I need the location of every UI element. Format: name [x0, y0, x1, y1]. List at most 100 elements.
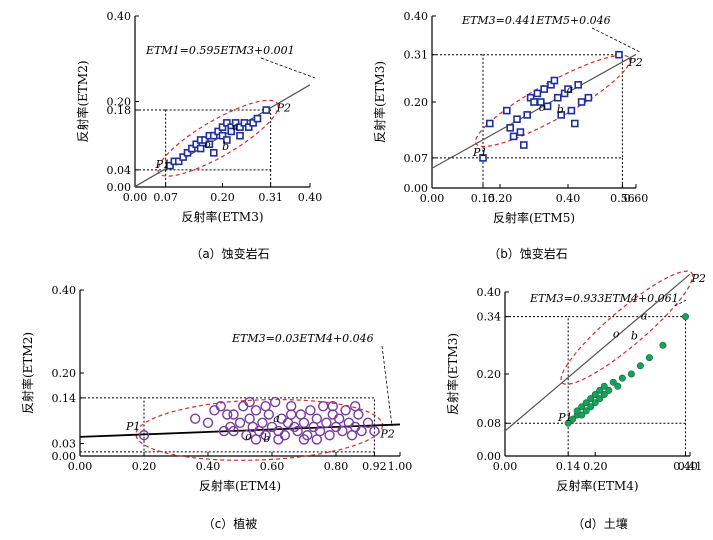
x-tick-label: 0.31 — [258, 191, 283, 204]
data-point — [609, 378, 617, 386]
equation-leader — [674, 299, 687, 307]
data-point — [659, 341, 667, 349]
equation-leader — [260, 57, 316, 79]
chart-c: 0.00 0.20 0.40 0.60 0.80 0.92 1.000.000.030.14… — [20, 284, 412, 531]
data-point — [550, 76, 559, 85]
data-point — [260, 401, 271, 412]
data-point — [209, 149, 218, 157]
data-point — [215, 401, 227, 412]
y-tick-label: 0.20 — [52, 367, 77, 380]
data-point — [318, 401, 329, 412]
y-axis-label: 反射率(ETM3) — [445, 333, 460, 415]
data-point — [236, 123, 244, 131]
data-point — [196, 144, 205, 153]
data-point — [334, 413, 345, 424]
data-point — [174, 157, 183, 166]
data-point — [262, 106, 271, 114]
data-point — [231, 119, 240, 127]
data-point — [321, 417, 332, 428]
data-point — [350, 401, 361, 412]
data-point — [189, 413, 201, 424]
equation-label: ETM1=0.595ETM3+0.001 — [145, 44, 295, 57]
data-point — [516, 128, 525, 136]
p1-label: P1 — [155, 158, 170, 171]
data-point — [201, 136, 209, 144]
data-point — [236, 131, 244, 140]
data-point — [569, 415, 577, 423]
panel-caption: （d）土壤 — [572, 516, 628, 531]
data-point — [166, 161, 174, 170]
y-tick-label: 0.00 — [52, 450, 77, 463]
data-point — [221, 409, 233, 420]
x-tick-label: 0.92 — [362, 460, 387, 473]
data-point — [188, 144, 196, 153]
a-label: a — [273, 412, 280, 425]
data-point — [356, 425, 367, 437]
range-box — [567, 316, 686, 424]
y-tick-label: 0.00 — [107, 181, 132, 194]
x-tick-label: 0.56 — [610, 192, 635, 205]
data-point — [564, 85, 572, 93]
x-tick-label: 0.40 — [196, 460, 221, 473]
b-label: b — [631, 330, 638, 343]
data-point — [600, 390, 608, 398]
p2-label: P2 — [276, 102, 291, 115]
data-point — [570, 119, 579, 128]
data-point — [244, 396, 255, 408]
data-point — [591, 390, 599, 398]
x-tick-label: 0.00 — [493, 460, 518, 473]
data-point — [218, 131, 227, 140]
y-tick-label: 0.14 — [52, 392, 77, 405]
data-point — [234, 417, 246, 428]
y-tick-label: 0.40 — [404, 10, 429, 23]
y-tick-label: 0.00 — [404, 182, 429, 195]
data-point — [227, 127, 236, 136]
x-tick-label: 0.00 — [420, 192, 445, 205]
x-tick-label: 0.07 — [153, 191, 178, 204]
data-point — [605, 386, 613, 394]
x-tick-label: 0.60 — [260, 460, 285, 473]
x-tick-label: 0.00 — [68, 460, 93, 473]
y-tick-label: 0.20 — [477, 368, 502, 381]
data-point — [596, 395, 604, 403]
x-tick-label: 0.41 — [678, 460, 703, 473]
x-tick-label: 0.40 — [298, 191, 323, 204]
y-tick-label: 0.31 — [404, 49, 429, 62]
b-label: b — [557, 103, 564, 116]
data-point — [577, 98, 586, 106]
y-tick-label: 0.18 — [107, 104, 132, 117]
p1-label: P1 — [472, 146, 487, 159]
data-point — [279, 430, 290, 441]
data-point — [209, 131, 218, 140]
data-point — [578, 411, 586, 419]
data-point — [587, 395, 595, 403]
x-tick-label: 0.00 — [123, 191, 148, 204]
equation-label: ETM3=0.441ETM5+0.046 — [461, 14, 611, 27]
data-point — [557, 111, 566, 119]
y-tick-label: 0.40 — [477, 286, 502, 299]
x-tick-label: 0.14 — [556, 460, 581, 473]
o-label: o — [613, 328, 620, 341]
data-point — [582, 407, 590, 415]
data-point — [479, 154, 487, 162]
y-tick-label: 0.20 — [404, 96, 429, 109]
b-label: b — [222, 140, 229, 153]
data-point — [540, 85, 549, 93]
data-point — [305, 405, 316, 416]
y-tick-label: 0.34 — [477, 311, 502, 324]
data-point — [582, 399, 590, 407]
equation-label: ETM3=0.03ETM4+0.046 — [231, 332, 374, 345]
data-point — [273, 434, 284, 445]
x-tick-label: 0.15 — [471, 192, 496, 205]
data-point — [327, 401, 338, 412]
data-point — [567, 106, 576, 115]
a-label: a — [641, 310, 648, 323]
x-tick-label: 0.40 — [556, 192, 581, 205]
o-label: o — [204, 138, 211, 151]
data-point — [270, 396, 281, 408]
x-tick-label: 0.80 — [324, 460, 349, 473]
p2-label: P2 — [690, 272, 705, 285]
data-point — [536, 98, 545, 106]
data-point — [249, 119, 257, 127]
data-point — [228, 409, 239, 420]
